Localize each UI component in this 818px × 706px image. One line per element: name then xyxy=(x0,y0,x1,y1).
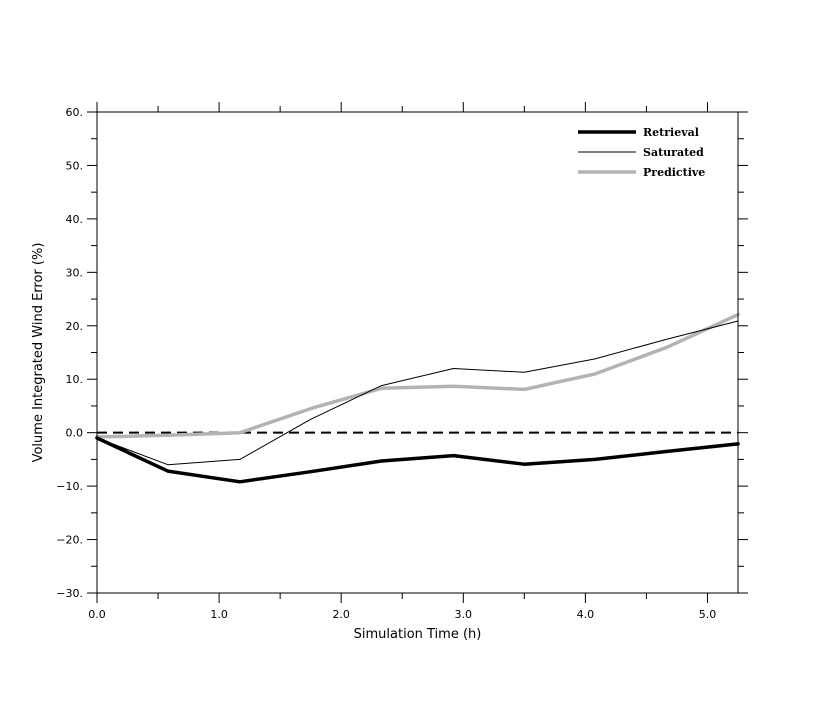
series-layer xyxy=(95,312,740,484)
y-tick-label: −20. xyxy=(56,534,83,547)
legend-label-retrieval: Retrieval xyxy=(643,126,699,139)
ticks-layer xyxy=(87,102,748,603)
x-axis-title: Simulation Time (h) xyxy=(354,627,482,642)
series-line-predictive xyxy=(95,312,740,439)
x-tick-label: 5.0 xyxy=(699,608,717,621)
y-tick-label: 50. xyxy=(66,159,84,172)
tick-labels-layer: 0.0 1.0 2.0 3.0 4.0 5.0 −30. −20. −10. 0.0 10. 20. 3… xyxy=(56,106,716,621)
series-line-retrieval xyxy=(95,436,740,484)
legend: Retrieval Saturated Predictive xyxy=(578,126,705,179)
y-tick-label: 30. xyxy=(66,266,84,279)
series-line-saturated xyxy=(96,320,739,466)
y-tick-label: 10. xyxy=(66,373,84,386)
x-tick-label: 0.0 xyxy=(88,608,106,621)
legend-label-predictive: Predictive xyxy=(643,166,705,179)
y-axis-title: Volume Integrated Wind Error (%) xyxy=(31,243,46,463)
plot-frame xyxy=(96,111,739,594)
y-tick-label: 40. xyxy=(66,213,84,226)
x-tick-label: 2.0 xyxy=(332,608,350,621)
x-tick-label: 3.0 xyxy=(455,608,473,621)
x-tick-label: 4.0 xyxy=(577,608,595,621)
y-tick-label: 0.0 xyxy=(66,427,84,440)
y-tick-label: 20. xyxy=(66,320,84,333)
y-tick-label: −30. xyxy=(56,587,83,600)
y-tick-label: −10. xyxy=(56,480,83,493)
x-tick-label: 1.0 xyxy=(210,608,228,621)
legend-label-saturated: Saturated xyxy=(643,146,704,159)
y-tick-label: 60. xyxy=(66,106,84,119)
